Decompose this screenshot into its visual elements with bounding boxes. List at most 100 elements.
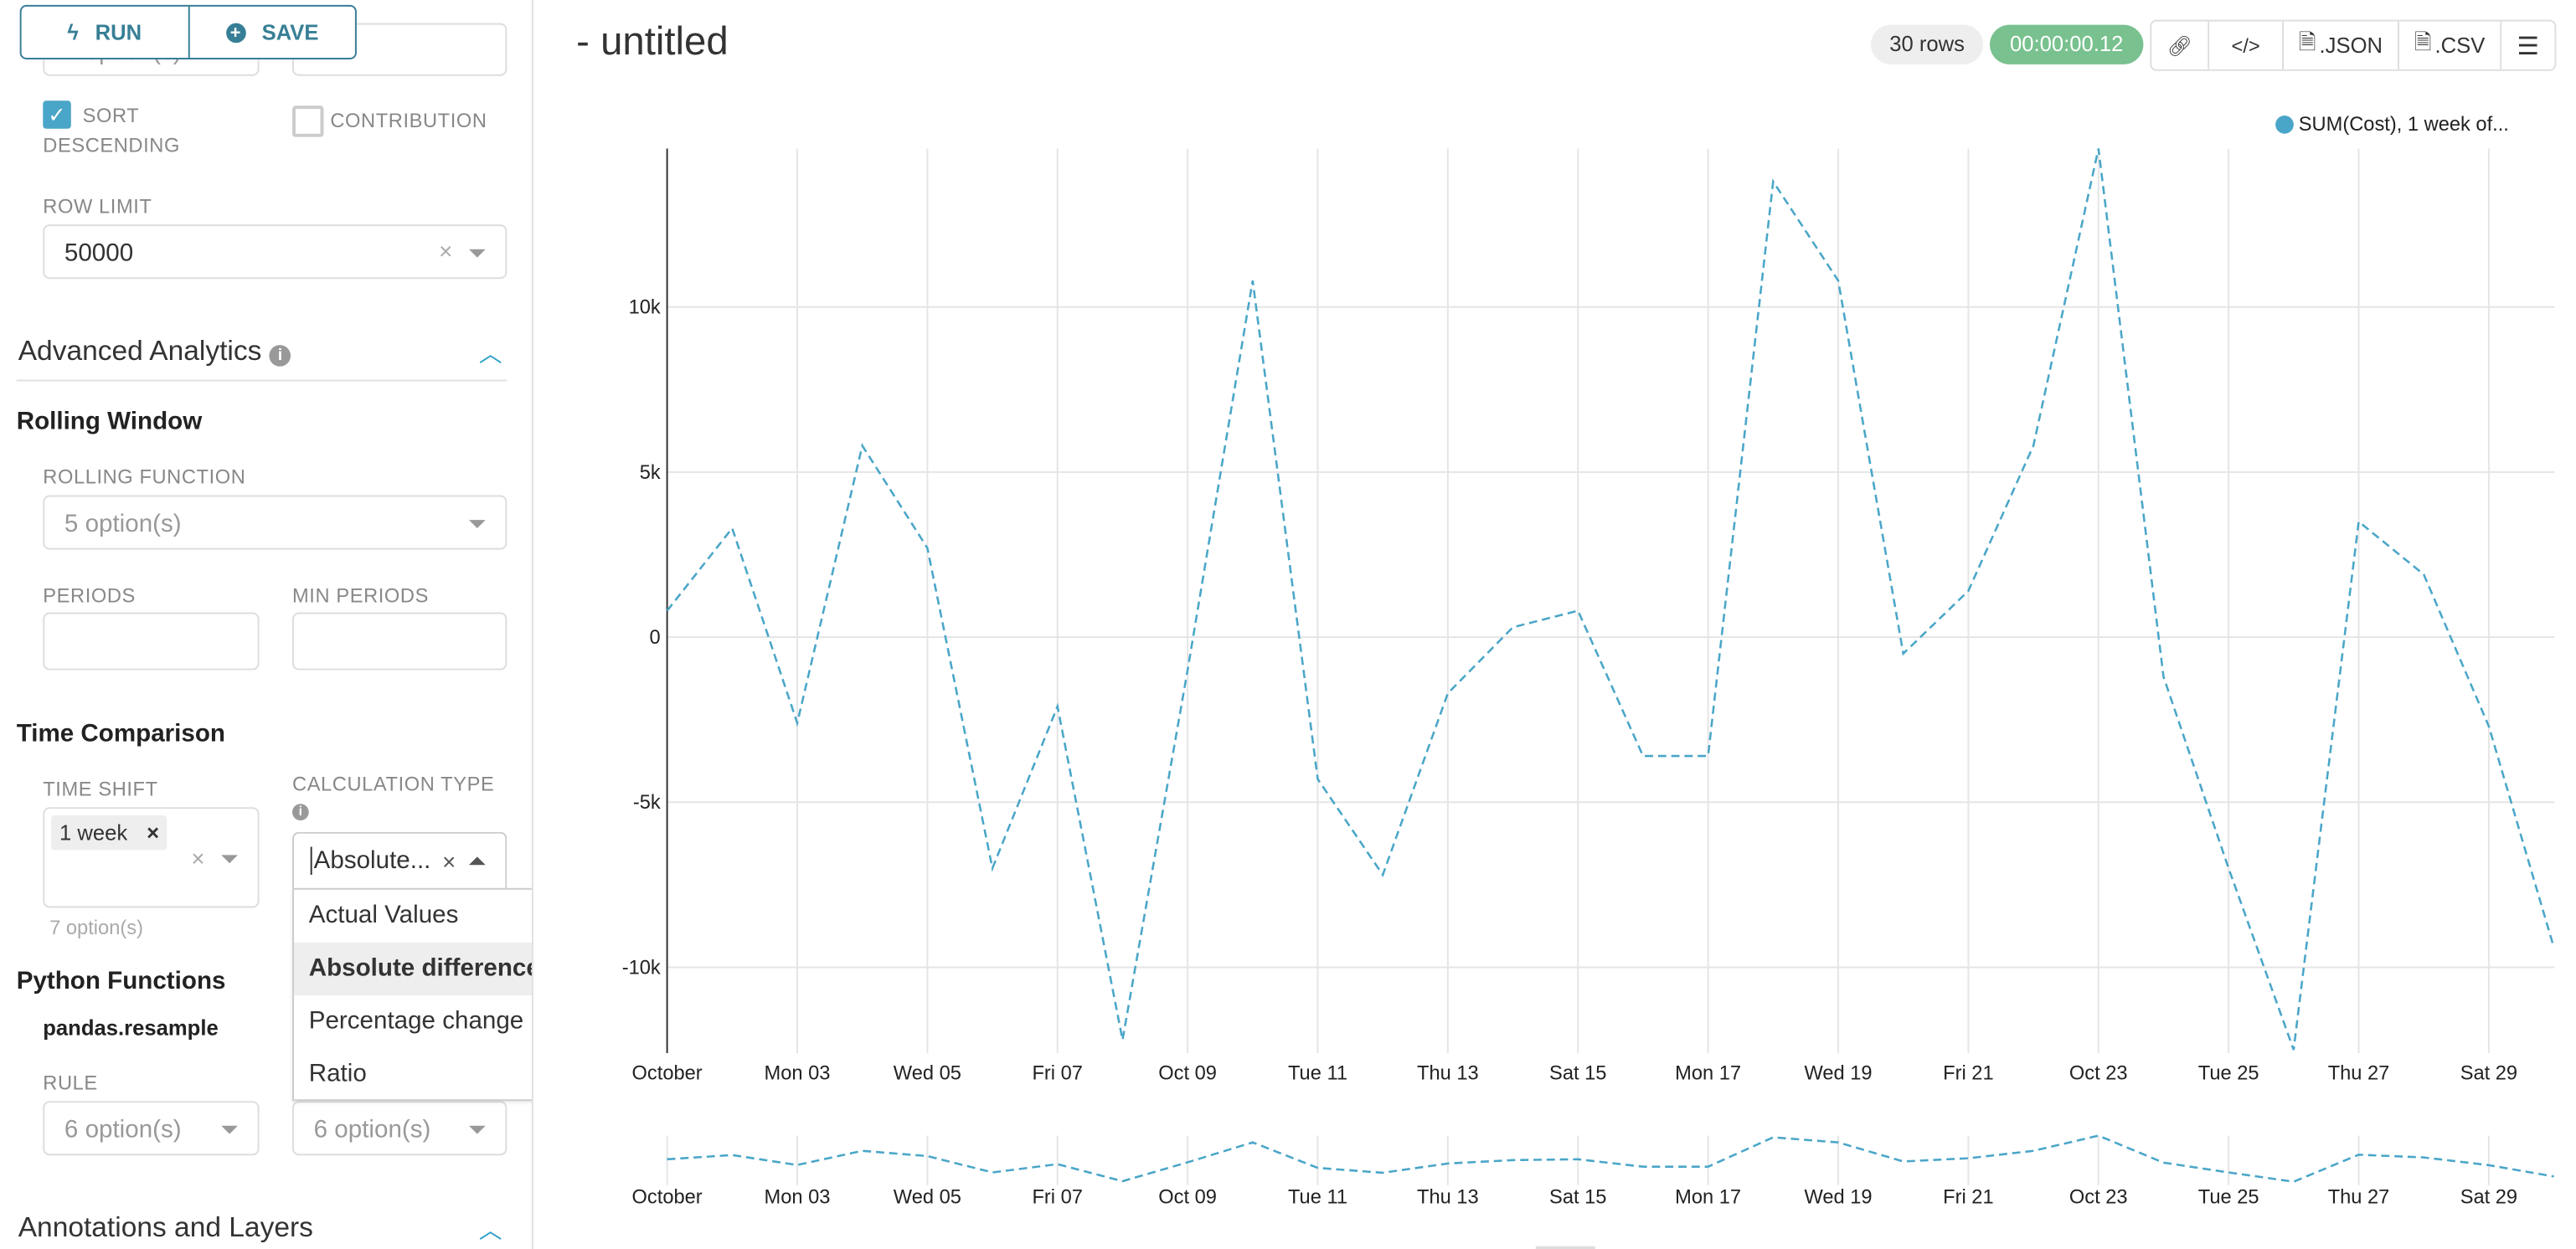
data-point — [665, 609, 670, 614]
clear-icon[interactable]: × — [442, 848, 456, 876]
data-point — [1511, 624, 1516, 630]
dropdown-option[interactable]: Ratio — [308, 1059, 367, 1088]
legend-label: SUM(Cost), 1 week of... — [2298, 112, 2509, 136]
time-shift-tag: 1 week × — [51, 815, 167, 851]
save-button[interactable]: + SAVE — [189, 7, 355, 58]
calculation-type-label: CALCULATION TYPE — [292, 772, 495, 796]
clear-icon[interactable]: × — [439, 237, 453, 265]
data-point — [1575, 609, 1580, 614]
brush-x-tick-label: Thu 27 — [2328, 1186, 2390, 1208]
periods-input[interactable] — [43, 612, 260, 671]
remove-tag-icon[interactable]: × — [147, 820, 160, 846]
caret-down-icon — [468, 1125, 486, 1134]
brush-x-tick-label: Thu 13 — [1417, 1186, 1479, 1208]
row-limit-value: 50000 — [64, 239, 134, 268]
descending-label: DESCENDING — [43, 133, 180, 157]
data-point — [1641, 753, 1646, 758]
data-point — [925, 546, 930, 551]
x-tick-label: Wed 19 — [1804, 1063, 1872, 1085]
file-code-icon: 🗎︎ — [2298, 28, 2316, 54]
time-comparison-title: Time Comparison — [16, 719, 225, 748]
embed-code-button[interactable]: </> — [2209, 21, 2284, 69]
data-point — [990, 866, 995, 871]
data-point — [1120, 1037, 1125, 1042]
time-shift-select[interactable]: 1 week × × — [43, 807, 260, 908]
data-point — [729, 526, 734, 531]
chevron-up-icon[interactable]: ︿ — [478, 340, 502, 367]
hamburger-icon: ☰ — [2517, 32, 2540, 60]
data-point — [2096, 146, 2101, 152]
calc-type-value: Absolute... — [310, 846, 431, 876]
x-tick-label: Sat 15 — [1549, 1063, 1606, 1085]
rule-select[interactable]: 6 option(s) — [43, 1101, 260, 1156]
run-save-group: ϟ RUN + SAVE — [19, 4, 357, 59]
x-tick-label: Sat 29 — [2460, 1063, 2517, 1085]
data-point — [2031, 443, 2036, 448]
y-tick-label: 10k — [629, 297, 661, 319]
dropdown-option[interactable]: Actual Values — [308, 901, 459, 930]
legend-dot-icon — [2275, 115, 2294, 133]
file-text-icon: 🗎︎ — [2414, 28, 2432, 54]
x-tick-label: Thu 13 — [1417, 1063, 1479, 1085]
json-label: .JSON — [2319, 33, 2383, 59]
sort-descending-checkbox[interactable]: ✓ — [43, 100, 71, 129]
x-tick-label: Oct 09 — [1158, 1063, 1217, 1085]
menu-button[interactable]: ☰ — [2501, 21, 2555, 69]
control-panel: 7 option(s) ✓ SORT DESCENDING CONTRIBUTI… — [0, 0, 533, 1249]
method-select[interactable]: 6 option(s) — [292, 1101, 507, 1156]
dropdown-option[interactable]: Percentage change — [308, 1006, 524, 1036]
divider — [16, 379, 507, 382]
x-tick-label: Wed 05 — [894, 1063, 961, 1085]
info-icon: i — [292, 804, 309, 820]
save-label: SAVE — [261, 19, 319, 45]
python-functions-title: Python Functions — [16, 967, 226, 995]
link-icon: 🔗︎ — [2166, 33, 2192, 58]
brush-x-tick-label: Fri 21 — [1943, 1186, 1993, 1208]
export-json-button[interactable]: 🗎︎ .JSON — [2283, 21, 2400, 69]
x-tick-label: Mon 17 — [1675, 1063, 1741, 1085]
contribution-checkbox[interactable] — [292, 105, 324, 137]
annotations-layers-header[interactable]: Annotations and Layers — [18, 1211, 313, 1243]
x-tick-label: Tue 25 — [2198, 1063, 2259, 1085]
time-shift-label: TIME SHIFT — [43, 777, 158, 801]
legend-item[interactable]: SUM(Cost), 1 week of... — [2275, 112, 2509, 136]
export-toolbar: 🔗︎ </> 🗎︎ .JSON 🗎︎ .CSV ☰ — [2150, 19, 2557, 71]
sort-label: SORT — [82, 104, 140, 127]
chart-title[interactable]: - untitled — [576, 19, 729, 64]
link-button[interactable]: 🔗︎ — [2151, 21, 2210, 69]
dropdown-option[interactable]: Absolute difference — [293, 942, 532, 995]
data-point — [2291, 1047, 2296, 1052]
data-point — [1055, 704, 1060, 709]
export-csv-button[interactable]: 🗎︎ .CSV — [2399, 21, 2502, 69]
x-tick-label: Fri 21 — [1943, 1063, 1993, 1085]
code-icon: </> — [2231, 33, 2260, 58]
placeholder: 6 option(s) — [313, 1115, 431, 1144]
min-periods-input[interactable] — [292, 612, 507, 671]
x-tick-label: Fri 07 — [1032, 1063, 1082, 1085]
csv-label: .CSV — [2434, 33, 2486, 59]
x-tick-label: Mon 03 — [765, 1063, 831, 1085]
advanced-analytics-header[interactable]: Advanced Analytics i — [18, 335, 291, 368]
rolling-function-label: ROLLING FUNCTION — [43, 465, 246, 489]
x-tick-label: October — [632, 1063, 703, 1085]
row-limit-select[interactable]: 50000 × — [43, 224, 507, 280]
brush-x-tick-label: Tue 11 — [1288, 1186, 1347, 1208]
clear-icon[interactable]: × — [191, 845, 205, 872]
x-tick-label: Oct 23 — [2069, 1063, 2128, 1085]
brush-x-tick-label: Sat 29 — [2460, 1186, 2517, 1208]
rolling-window-title: Rolling Window — [16, 408, 203, 436]
x-tick-label: Thu 27 — [2328, 1063, 2390, 1085]
data-point — [1836, 278, 1841, 283]
data-point — [1706, 753, 1711, 758]
rolling-function-select[interactable]: 5 option(s) — [43, 495, 507, 550]
brush-x-tick-label: Oct 09 — [1158, 1186, 1217, 1208]
data-point — [1185, 668, 1190, 673]
brush-x-tick-label: Wed 19 — [1804, 1186, 1872, 1208]
brush-series-line — [667, 1134, 2554, 1183]
y-tick-label: 0 — [650, 627, 661, 649]
chevron-up-icon[interactable]: ︿ — [478, 1216, 502, 1243]
plus-circle-icon: + — [225, 22, 245, 43]
caret-up-icon — [468, 856, 486, 866]
run-button[interactable]: ϟ RUN — [22, 6, 189, 59]
calculation-type-select[interactable]: Absolute... × — [292, 831, 507, 890]
